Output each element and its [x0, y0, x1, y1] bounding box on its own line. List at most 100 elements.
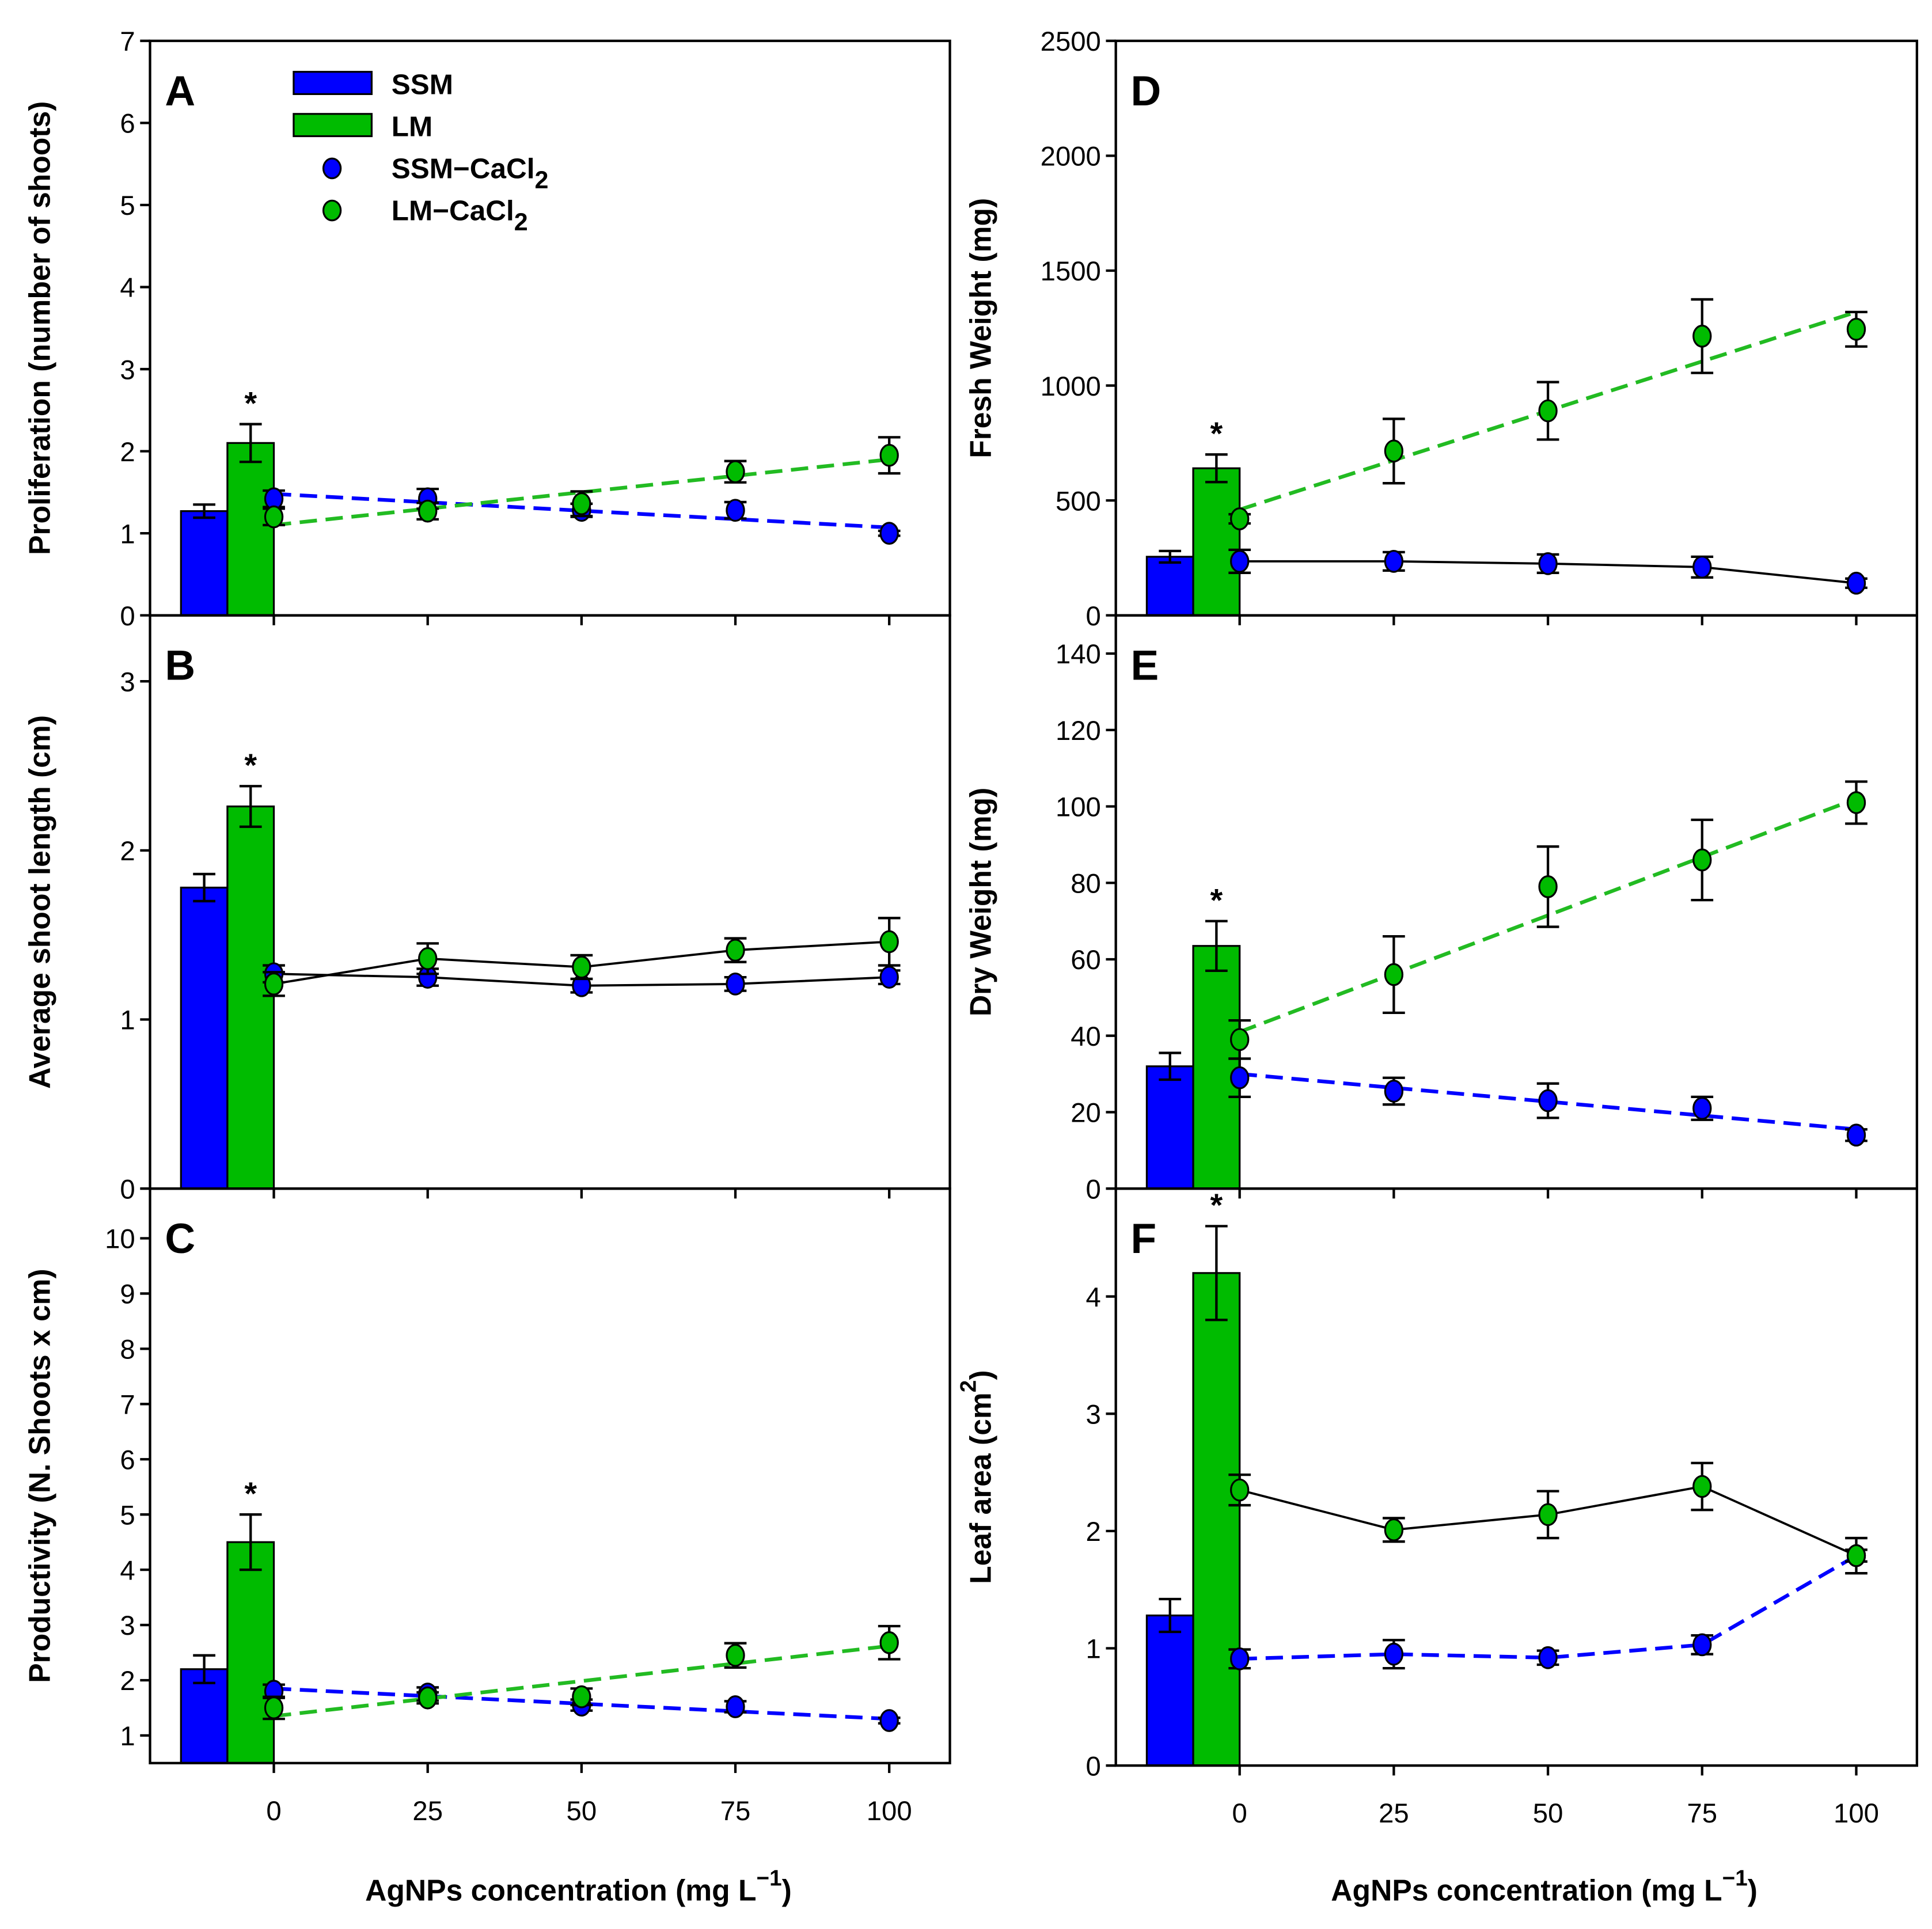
y-tick-label: 2 [120, 836, 135, 867]
data-point-ssm-cacl2 [1846, 1123, 1866, 1147]
y-tick-label: 0 [120, 601, 135, 632]
y-axis-title-close: ) [964, 1370, 997, 1380]
y-tick-label: 100 [1056, 792, 1101, 823]
y-tick-label: 1 [120, 519, 135, 549]
data-point-ssm-cacl2 [1538, 552, 1558, 575]
y-tick-label: 0 [1086, 601, 1101, 632]
significance-asterisk: * [244, 1475, 257, 1512]
error-bar [1205, 453, 1228, 484]
y-tick-label: 20 [1071, 1098, 1101, 1129]
y-tick-label: 8 [120, 1335, 135, 1365]
y-tick-label: 2000 [1041, 142, 1101, 172]
data-point-lm-cacl2 [572, 955, 591, 979]
y-axis-title-text: Leaf area (cm [964, 1392, 997, 1584]
data-point-lm-cacl2 [264, 972, 284, 996]
data-point-ssm-cacl2 [1230, 549, 1250, 573]
y-axis-title-text: Proliferation (number of shoots) [22, 101, 56, 555]
data-point-lm-cacl2 [879, 443, 899, 467]
data-point-lm-cacl2 [1230, 1028, 1250, 1051]
data-point-lm-cacl2 [1538, 875, 1558, 898]
y-tick-label: 60 [1071, 945, 1101, 975]
x-tick-label: 75 [1687, 1798, 1717, 1829]
data-point-ssm-cacl2 [1692, 1096, 1712, 1120]
error-bar [193, 503, 215, 519]
data-point-lm-cacl2 [1846, 791, 1866, 814]
x-tick-label: 0 [1232, 1798, 1247, 1829]
y-tick-label: 1 [120, 1005, 135, 1036]
y-tick-label: 2 [1086, 1517, 1101, 1547]
data-point-ssm-cacl2 [879, 522, 899, 545]
error-bar [193, 872, 215, 903]
y-tick-label: 1 [1086, 1634, 1101, 1665]
plot-frame [1114, 1187, 1918, 1767]
significance-asterisk: * [244, 385, 257, 421]
significance-asterisk: * [1210, 415, 1223, 451]
x-tick-label: 0 [266, 1796, 281, 1827]
y-tick-label: 3 [1086, 1399, 1101, 1430]
y-axis-title: Average shoot length (cm) [22, 715, 56, 1089]
y-axis-title-sup: 2 [956, 1380, 981, 1393]
x-tick-label: 25 [412, 1796, 443, 1827]
y-tick-label: 2500 [1041, 26, 1101, 57]
data-point-ssm-cacl2 [1230, 1066, 1250, 1089]
data-point-ssm-cacl2 [1384, 1642, 1404, 1666]
data-point-lm-cacl2 [1846, 317, 1866, 341]
data-point-ssm-cacl2 [726, 972, 745, 996]
y-tick-label: 9 [120, 1279, 135, 1310]
y-axis-title: Dry Weight (mg) [964, 788, 997, 1016]
data-point-lm-cacl2 [1538, 1503, 1558, 1527]
bar-ssm [180, 886, 229, 1190]
data-point-lm-cacl2 [1384, 963, 1404, 986]
data-point-lm-cacl2 [1384, 439, 1404, 463]
data-point-ssm-cacl2 [1692, 555, 1712, 579]
data-point-lm-cacl2 [1538, 399, 1558, 423]
data-point-ssm-cacl2 [726, 1695, 745, 1718]
y-tick-label: 5 [120, 1500, 135, 1531]
y-tick-label: 0 [120, 1174, 135, 1205]
bar-ssm [1145, 1065, 1194, 1190]
y-axis-title: Fresh Weight (mg) [964, 198, 997, 458]
y-tick-label: 2 [120, 1666, 135, 1696]
legend-label: SSM−CaCl2 [392, 153, 549, 194]
x-tick-label: 75 [720, 1796, 751, 1827]
data-point-lm-cacl2 [1384, 1518, 1404, 1541]
legend-marker [322, 199, 342, 222]
panel-b: * 0 1 2 3 B Average shoot length (cm) [22, 614, 951, 1205]
data-point-ssm-cacl2 [1538, 1089, 1558, 1112]
bar-lm [1192, 1272, 1241, 1767]
y-tick-label: 4 [1086, 1282, 1101, 1313]
significance-asterisk: * [1210, 882, 1223, 918]
data-point-ssm-cacl2 [726, 499, 745, 522]
bar-lm [226, 442, 275, 617]
data-point-lm-cacl2 [418, 1686, 438, 1710]
data-point-ssm-cacl2 [1384, 1080, 1404, 1103]
y-tick-label: 3 [120, 355, 135, 385]
y-axis-title-text: Fresh Weight (mg) [964, 198, 997, 458]
bar-lm [1192, 467, 1241, 617]
bar-ssm [180, 1668, 229, 1764]
y-axis-title-text: Average shoot length (cm) [22, 715, 56, 1089]
legend-swatch-ssm [293, 71, 373, 96]
data-point-lm-cacl2 [1692, 848, 1712, 872]
legend-marker [322, 157, 342, 180]
y-tick-label: 4 [120, 273, 135, 303]
legend-label: LM [392, 111, 432, 143]
x-tick-label: 25 [1379, 1798, 1409, 1829]
legend-label-text: LM−CaCl [392, 195, 514, 227]
data-point-ssm-cacl2 [1692, 1633, 1712, 1657]
data-point-lm-cacl2 [1230, 1478, 1250, 1502]
data-point-lm-cacl2 [1230, 507, 1250, 530]
y-tick-label: 2 [120, 437, 135, 468]
y-tick-label: 0 [1086, 1174, 1101, 1205]
data-point-ssm-cacl2 [1230, 1647, 1250, 1670]
legend-label: SSM [392, 69, 453, 100]
error-bar [1205, 1225, 1228, 1322]
plot-frame [149, 1187, 951, 1765]
y-tick-label: 3 [120, 667, 135, 697]
legend-label: LM−CaCl2 [392, 195, 528, 236]
x-tick-label: 50 [567, 1796, 597, 1827]
legend-label-text: SSM−CaCl [392, 153, 535, 185]
data-point-lm-cacl2 [1692, 1475, 1712, 1498]
legend-label-text: SSM [392, 69, 453, 100]
error-bar [1159, 549, 1182, 564]
